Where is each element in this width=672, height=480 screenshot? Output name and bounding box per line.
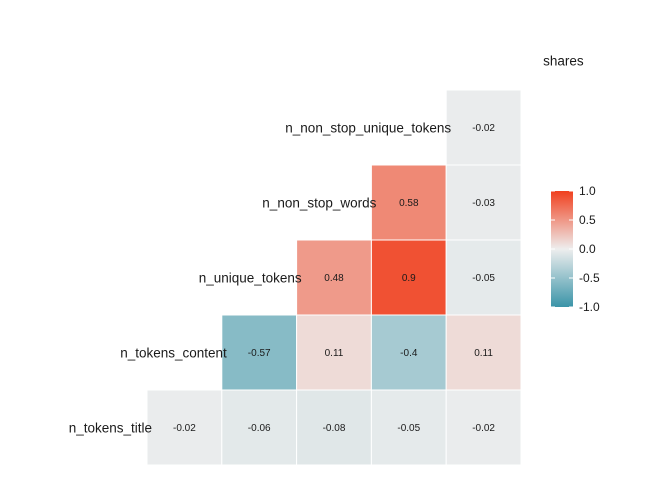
cell-value-label: 0.48 (324, 273, 344, 284)
cell-value-label: -0.02 (173, 423, 196, 434)
cell-value-label: -0.06 (248, 423, 271, 434)
variable-label: n_non_stop_words (262, 196, 376, 211)
cell-value-label: -0.02 (472, 423, 495, 434)
heatmap-cell (296, 314, 372, 391)
variable-label: shares (543, 54, 584, 69)
legend-tick-label: -1.0 (579, 300, 600, 314)
variable-label: n_tokens_content (120, 346, 227, 361)
heatmap-cell (146, 389, 223, 466)
heatmap-cell (445, 239, 522, 316)
variable-label: n_tokens_title (69, 421, 152, 436)
cell-value-label: -0.03 (472, 198, 495, 209)
cell-value-label: -0.08 (323, 423, 346, 434)
variable-label: n_unique_tokens (199, 271, 302, 286)
legend-tick-label: 0.5 (579, 213, 596, 227)
cell-value-label: -0.02 (472, 123, 495, 134)
legend-tick-label: -0.5 (579, 271, 600, 285)
legend-tick-label: 1.0 (579, 184, 596, 198)
cell-value-label: -0.57 (248, 348, 271, 359)
legend-color-bar (551, 191, 573, 307)
heatmap-cell (296, 239, 372, 316)
cell-value-label: -0.05 (472, 273, 495, 284)
cell-value-label: -0.4 (400, 348, 418, 359)
heatmap-cell (445, 164, 522, 241)
cell-value-label: -0.05 (397, 423, 420, 434)
heatmap-cell (370, 389, 447, 466)
heatmap-cell (221, 314, 298, 391)
cell-value-label: 0.11 (474, 348, 493, 359)
heatmap-cell (221, 389, 298, 466)
heatmap-cells: -0.02 -0.06 -0.57 -0.08 0.11 0.48 -0.05 -0.4 0.9… (146, 89, 522, 466)
color-legend: 1.0 0.5 0.0 -0.5 -1.0 (551, 184, 600, 314)
variable-labels: n_tokens_title n_tokens_content n_unique_t… (69, 54, 584, 436)
cell-value-label: 0.11 (325, 348, 344, 359)
heatmap-cell (370, 164, 447, 241)
cell-value-label: 0.58 (399, 198, 419, 209)
legend-tick-label: 0.0 (579, 242, 596, 256)
variable-label: n_non_stop_unique_tokens (285, 121, 451, 136)
cell-value-label: 0.9 (402, 273, 416, 284)
heatmap-cell (445, 314, 522, 391)
heatmap-cell (445, 89, 522, 166)
